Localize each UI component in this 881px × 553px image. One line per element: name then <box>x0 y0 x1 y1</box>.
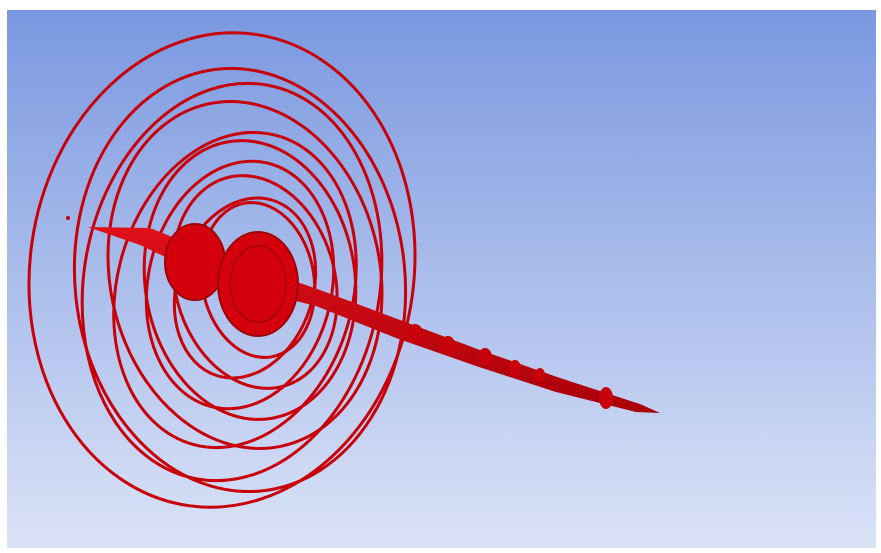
bulge <box>599 387 613 409</box>
rings <box>27 31 417 509</box>
disc-detail <box>229 245 287 323</box>
ring <box>72 66 408 494</box>
bulge <box>441 336 455 354</box>
spindle <box>66 216 660 413</box>
bulge <box>535 368 545 382</box>
ring <box>27 31 417 509</box>
bulge <box>509 360 521 376</box>
ring <box>112 130 358 450</box>
bulge <box>478 348 492 366</box>
bulge <box>407 324 423 344</box>
ring <box>171 174 339 390</box>
disc <box>164 223 226 301</box>
ring <box>80 81 384 483</box>
speck <box>66 216 70 220</box>
background <box>7 10 876 548</box>
